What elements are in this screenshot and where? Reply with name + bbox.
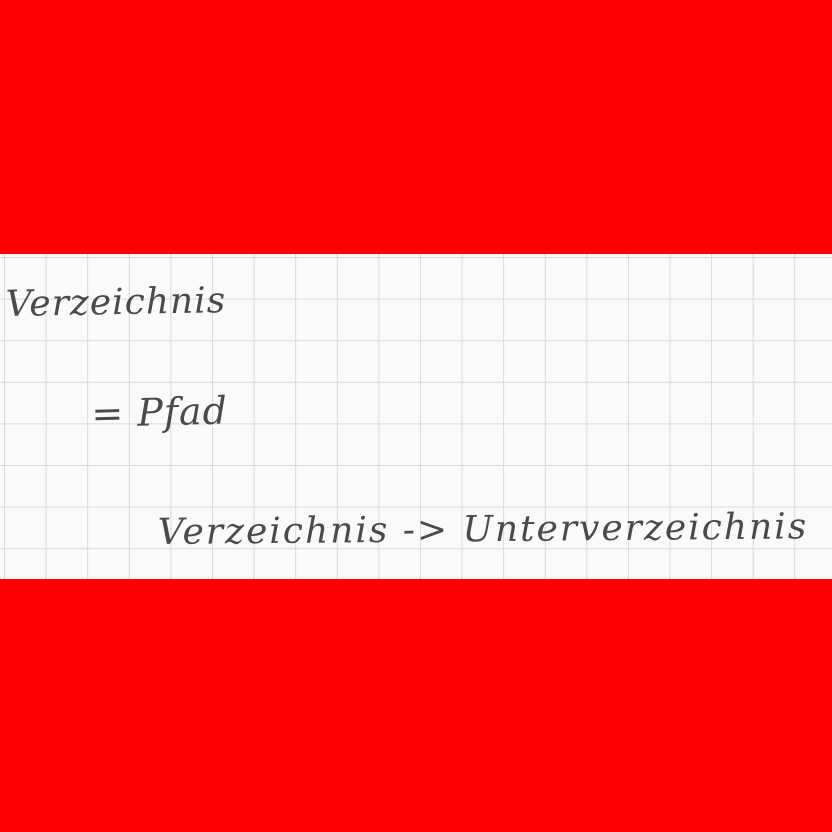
grid-paper-note: Verzeichnis = Pfad Verzeichnis -> Unterv…: [0, 254, 832, 579]
red-band-bottom: [0, 579, 832, 832]
handwritten-line-verzeichnis: Verzeichnis: [5, 280, 227, 325]
red-band-top: [0, 0, 832, 254]
handwritten-line-pfad: = Pfad: [90, 388, 229, 436]
handwritten-line-unterverzeichnis: Verzeichnis -> Unterverzeichnis: [157, 506, 809, 553]
